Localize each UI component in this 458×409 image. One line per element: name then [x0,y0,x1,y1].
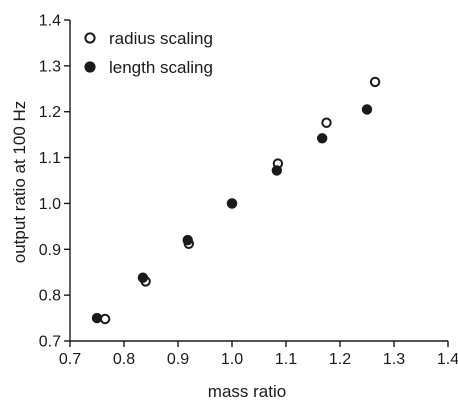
y-axis-label: output ratio at 100 Hz [10,101,29,264]
y-tick-label: 1.2 [39,104,61,121]
length-scaling-point [182,234,193,246]
x-tick-label: 1.0 [221,351,243,368]
legend-marker-radius-scaling [84,32,96,44]
y-tick-label: 0.9 [39,242,61,259]
y-tick-label: 0.8 [39,288,61,305]
x-tick-label: 1.3 [383,351,405,368]
y-tick-label: 0.7 [39,334,61,351]
legend-label-radius-scaling: radius scaling [109,29,213,48]
y-tick-label: 1.0 [39,196,61,213]
length-scaling-point [271,165,283,176]
length-scaling-point [137,272,149,283]
y-tick-label: 1.4 [39,13,61,30]
x-tick-label: 0.8 [113,351,135,368]
x-tick-label: 0.7 [59,351,81,368]
length-scaling-point [316,133,328,144]
radius-scaling-point [321,117,332,128]
y-tick-label: 1.1 [39,150,61,167]
radius-scaling-point [369,76,381,88]
legend-marker-length-scaling [84,61,96,73]
x-axis-label: mass ratio [208,382,286,401]
y-tick-label: 1.3 [39,58,61,75]
x-tick-label: 1.1 [275,351,297,368]
x-tick-label: 1.2 [329,351,351,368]
radius-scaling-point [99,313,111,325]
x-tick-label: 0.9 [167,351,189,368]
x-tick-label: 1.4 [437,351,458,368]
length-scaling-point [91,312,103,324]
length-scaling-point [226,198,238,209]
length-scaling-point [361,104,373,115]
legend-label-length-scaling: length scaling [109,58,213,77]
